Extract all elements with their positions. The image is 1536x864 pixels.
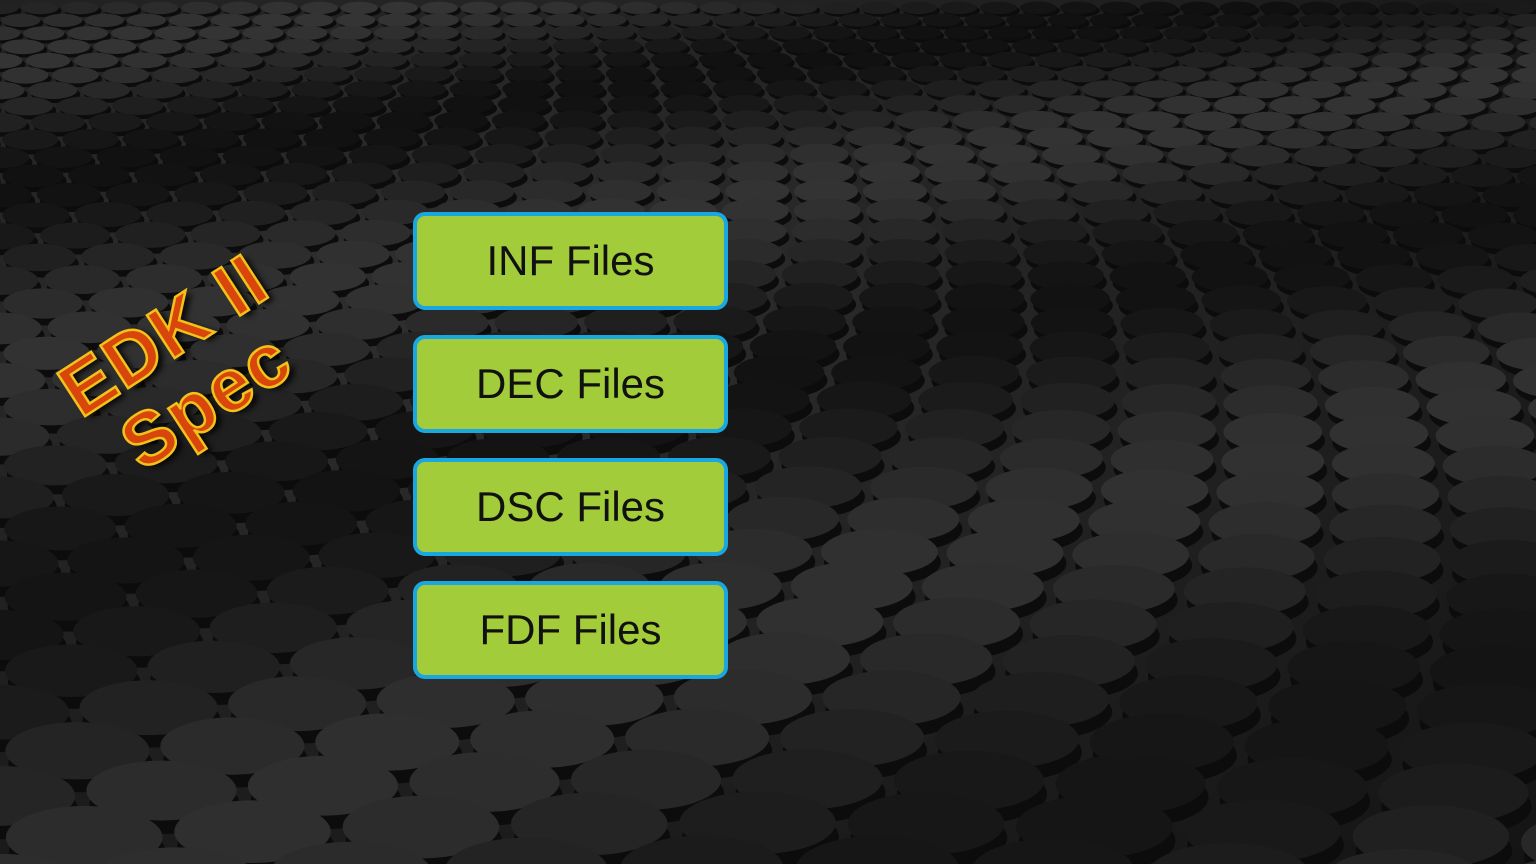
dsc-files-button[interactable]: DSC Files [413, 458, 728, 556]
inf-files-button[interactable]: INF Files [413, 212, 728, 310]
dec-files-button[interactable]: DEC Files [413, 335, 728, 433]
fdf-files-button[interactable]: FDF Files [413, 581, 728, 679]
